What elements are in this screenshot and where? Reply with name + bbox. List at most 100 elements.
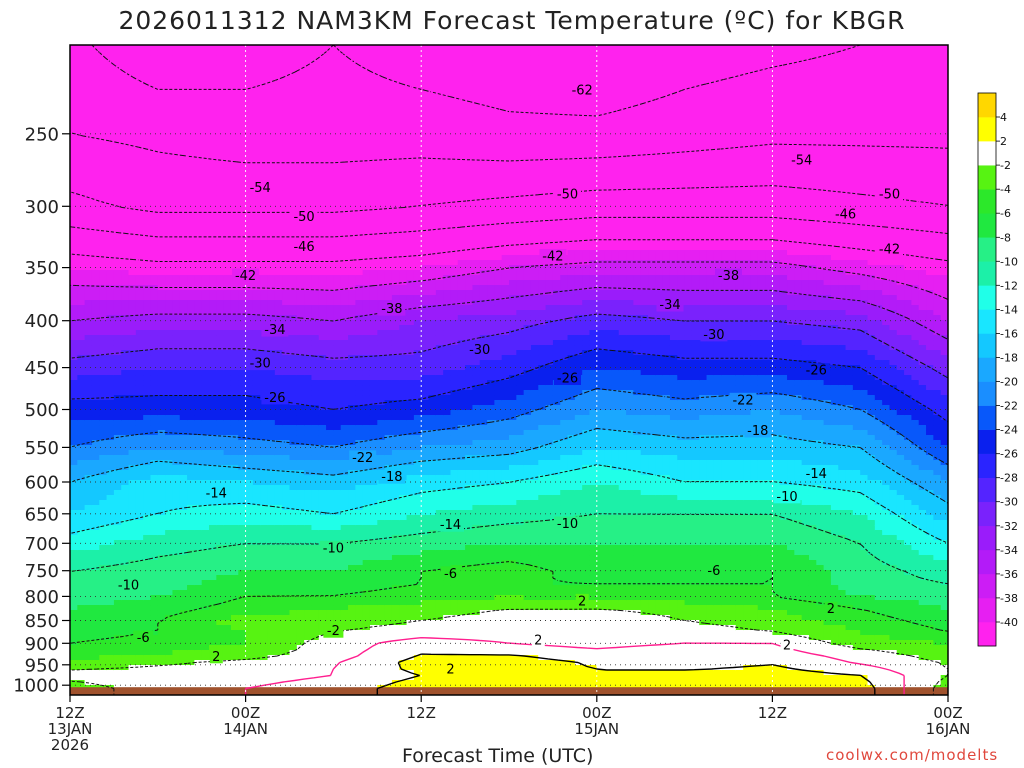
temp-cell (340, 300, 349, 306)
temp-cell (260, 75, 269, 81)
temp-cell (289, 205, 298, 211)
temp-cell (318, 600, 327, 606)
temp-cell (187, 100, 195, 106)
temp-cell (165, 80, 174, 86)
temp-cell (245, 295, 254, 301)
temp-cell (296, 600, 305, 606)
temp-cell (91, 580, 100, 586)
temp-cell (252, 285, 261, 291)
temp-cell (326, 215, 334, 221)
temp-cell (260, 170, 269, 176)
temp-cell (84, 600, 93, 606)
temp-cell (311, 295, 320, 301)
temp-cell (128, 80, 137, 86)
temp-cell (238, 485, 247, 491)
temp-cell (318, 365, 327, 371)
temp-cell (267, 85, 276, 91)
temp-cell (311, 100, 320, 106)
temp-cell (223, 670, 232, 676)
temp-cell (77, 225, 86, 231)
temp-cell (77, 320, 86, 326)
temp-cell (194, 250, 203, 256)
temp-cell (187, 240, 195, 246)
temp-cell (223, 130, 232, 136)
temp-cell (106, 255, 115, 261)
temp-cell (99, 585, 108, 591)
temp-cell (194, 570, 203, 576)
temp-cell (194, 175, 203, 181)
temp-cell (143, 540, 152, 546)
temp-cell (179, 360, 188, 366)
temp-cell (172, 165, 181, 171)
temp-cell (143, 260, 152, 266)
temp-cell (157, 170, 166, 176)
temp-cell (274, 445, 283, 451)
temp-cell (157, 355, 166, 361)
temp-cell (267, 315, 276, 321)
temp-cell (245, 90, 254, 96)
temp-cell (106, 565, 115, 571)
temp-cell (150, 590, 159, 596)
temp-cell (150, 150, 159, 156)
temp-cell (165, 650, 174, 656)
temp-cell (245, 425, 254, 431)
temp-cell (311, 80, 320, 86)
temp-cell (187, 195, 195, 201)
temp-cell (209, 180, 217, 186)
temp-cell (135, 75, 144, 81)
temp-cell (84, 105, 93, 111)
temp-cell (296, 460, 305, 466)
temp-cell (260, 130, 269, 136)
temp-cell (172, 395, 181, 401)
temp-cell (245, 655, 254, 661)
temp-cell (252, 615, 261, 621)
temp-cell (289, 460, 298, 466)
temp-cell (230, 380, 239, 386)
temp-cell (201, 500, 210, 506)
temp-cell (274, 255, 283, 261)
temp-cell (70, 265, 78, 271)
temp-cell (135, 675, 144, 681)
temp-cell (326, 455, 334, 461)
temp-cell (150, 680, 159, 686)
temp-cell (179, 560, 188, 566)
temp-cell (172, 530, 181, 536)
temp-cell (99, 300, 108, 306)
temp-cell (223, 350, 232, 356)
temp-cell (340, 490, 349, 496)
temp-cell (165, 310, 174, 316)
temp-cell (128, 380, 137, 386)
temp-cell (128, 145, 137, 151)
temp-cell (201, 370, 210, 376)
temp-cell (274, 230, 283, 236)
temp-cell (194, 500, 203, 506)
temp-cell (179, 405, 188, 411)
temp-cell (91, 670, 100, 676)
temp-cell (121, 375, 130, 381)
temp-cell (209, 255, 217, 261)
temp-cell (150, 410, 159, 416)
temp-cell (201, 85, 210, 91)
temp-cell (304, 335, 313, 341)
temp-cell (252, 630, 261, 636)
temp-cell (70, 395, 78, 401)
temp-cell (289, 600, 298, 606)
temp-cell (216, 310, 225, 316)
temp-cell (179, 670, 188, 676)
temp-cell (230, 540, 239, 546)
temp-cell (274, 120, 283, 126)
temp-cell (70, 350, 78, 356)
temp-cell (340, 60, 349, 66)
temp-cell (318, 605, 327, 611)
temp-cell (274, 300, 283, 306)
temp-cell (304, 410, 313, 416)
temp-cell (128, 660, 137, 666)
temp-cell (135, 680, 144, 686)
temp-cell (179, 130, 188, 136)
temp-cell (223, 180, 232, 186)
temp-cell (209, 60, 217, 66)
temp-cell (165, 470, 174, 476)
temp-cell (318, 85, 327, 91)
temp-cell (99, 340, 108, 346)
temp-cell (194, 160, 203, 166)
